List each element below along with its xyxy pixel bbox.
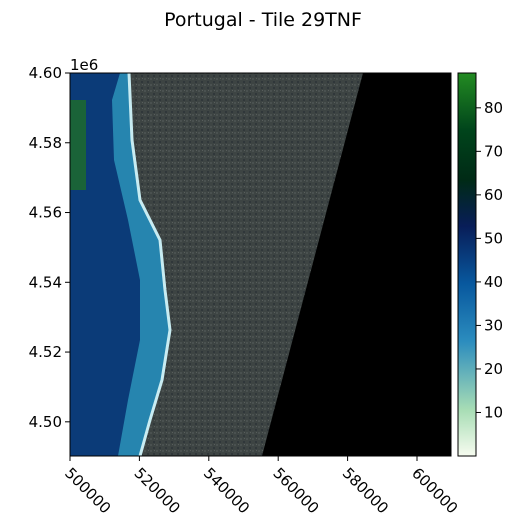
y-axis: 4.50 4.52 4.54 4.56 4.58 4.60 [29, 64, 70, 431]
x-tick-label: 500000 [61, 464, 114, 517]
colorbar-tick-label: 40 [484, 273, 503, 291]
plot-frame [69, 72, 452, 457]
y-tick-label: 4.52 [29, 343, 62, 361]
chart-title: Portugal - Tile 29TNF [164, 9, 362, 31]
y-offset-label: 1e6 [70, 56, 98, 74]
y-tick-label: 4.60 [29, 64, 62, 82]
x-tick-label: 580000 [339, 464, 392, 517]
x-tick-label: 560000 [269, 464, 322, 517]
colorbar-tick-label: 80 [484, 99, 503, 117]
x-axis: 500000 520000 540000 560000 580000 600000 [61, 456, 461, 517]
colorbar-tick-label: 50 [484, 229, 503, 247]
x-tick-label: 540000 [200, 464, 253, 517]
y-tick-label: 4.58 [29, 134, 62, 152]
y-tick-label: 4.54 [29, 273, 62, 291]
northwest-vegetation [70, 100, 86, 190]
plot-area [70, 73, 451, 456]
colorbar-tick-label: 20 [484, 360, 503, 378]
y-tick-label: 4.50 [29, 413, 62, 431]
colorbar-tick-label: 10 [484, 403, 503, 421]
shallow-water-band [112, 73, 170, 456]
colorbar [457, 72, 477, 457]
y-tick-label: 4.56 [29, 204, 62, 222]
no-data-region [262, 73, 451, 456]
colorbar-tick-label: 30 [484, 316, 503, 334]
colorbar-tick-label: 70 [484, 142, 503, 160]
surf-line [127, 73, 172, 456]
x-tick-label: 520000 [131, 464, 184, 517]
colorbar-tick-label: 60 [484, 186, 503, 204]
x-tick-label: 600000 [408, 464, 461, 517]
colorbar-axis: 10 20 30 40 50 60 70 80 [476, 99, 503, 421]
